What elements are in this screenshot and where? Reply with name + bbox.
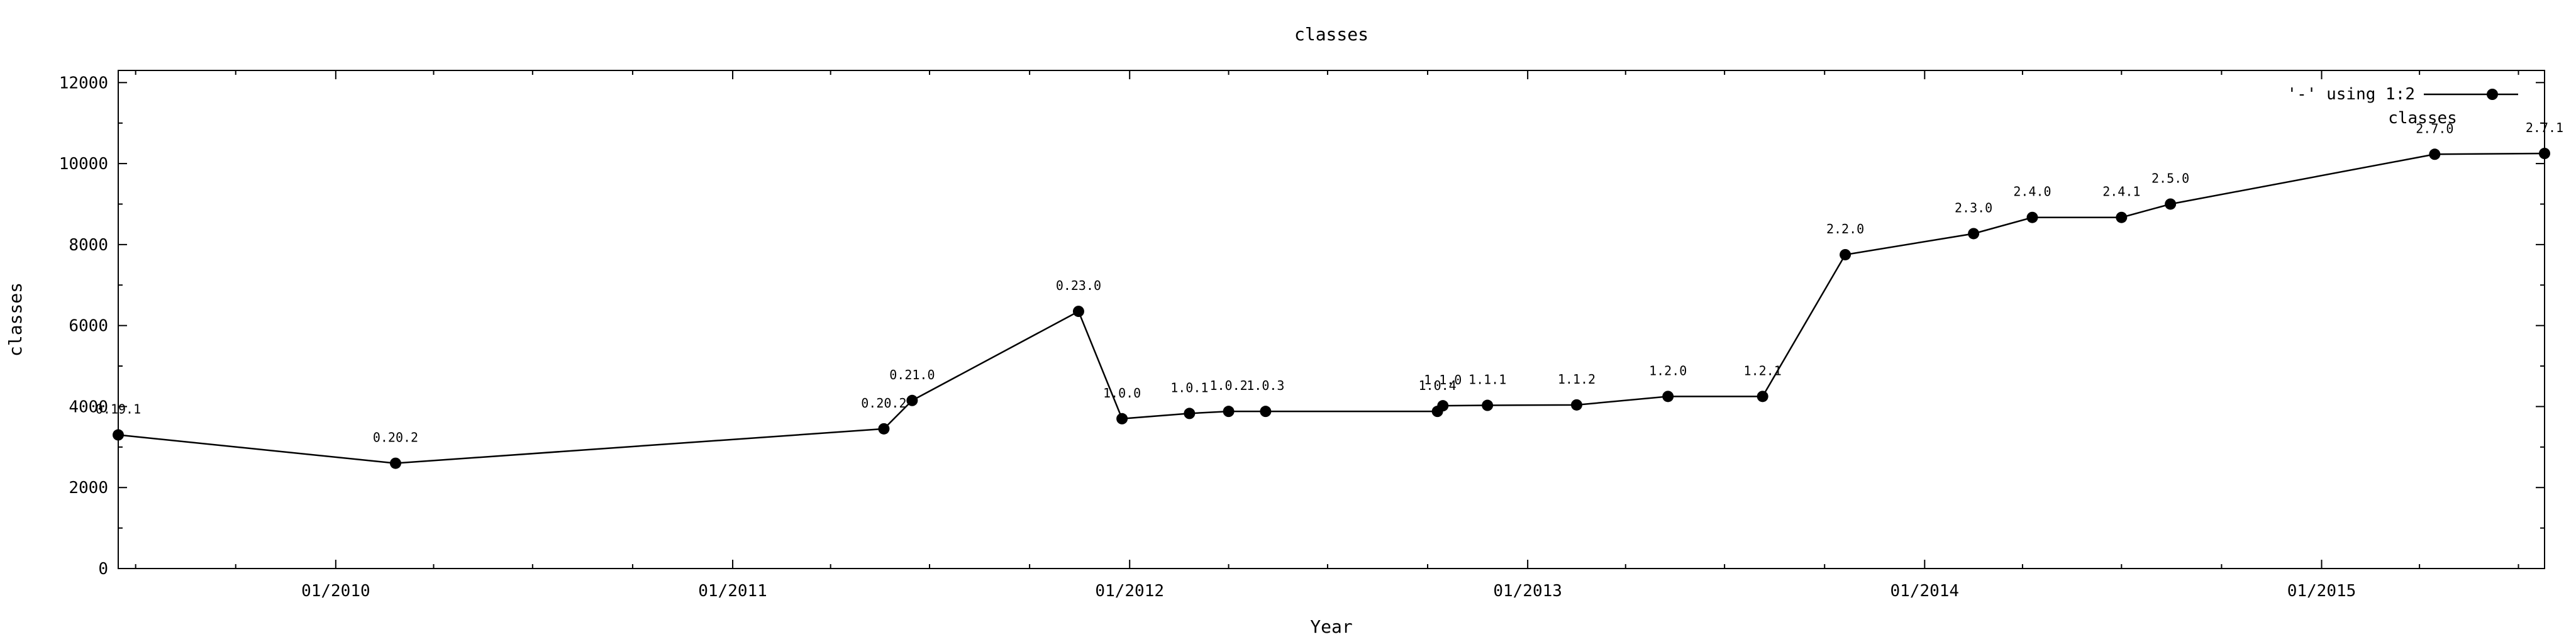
legend: '-' using 1:2 classes xyxy=(2287,85,2518,128)
x-tick-label: 01/2014 xyxy=(1890,582,1960,601)
data-point xyxy=(878,423,890,435)
data-point xyxy=(1482,399,1494,411)
data-label: 1.1.1 xyxy=(1468,372,1506,387)
legend-entry-label: '-' using 1:2 xyxy=(2287,85,2416,104)
data-label: 2.7.1 xyxy=(2526,120,2563,135)
y-tick-label: 6000 xyxy=(69,317,108,336)
data-point xyxy=(1570,399,1582,411)
y-axis-label: classes xyxy=(5,282,26,357)
plot-frame xyxy=(118,70,2545,569)
data-point xyxy=(2026,211,2038,223)
legend-point-sample xyxy=(2487,89,2498,100)
x-tick-label: 01/2015 xyxy=(2287,582,2357,601)
data-label: 2.5.0 xyxy=(2151,170,2189,186)
data-label: 2.4.0 xyxy=(2013,184,2051,199)
data-label: 0.19.1 xyxy=(96,402,141,417)
y-tick-label: 12000 xyxy=(59,74,108,92)
data-point xyxy=(2165,198,2177,210)
data-point xyxy=(2116,211,2128,223)
data-point xyxy=(389,457,401,469)
data-point xyxy=(1072,306,1084,318)
x-tick-label: 01/2011 xyxy=(698,582,767,601)
data-point xyxy=(1223,406,1235,418)
chart-title: classes xyxy=(1294,24,1368,45)
data-label: 1.2.1 xyxy=(1744,363,1782,378)
y-tick-label: 8000 xyxy=(69,236,108,255)
data-point xyxy=(1662,391,1674,402)
data-point xyxy=(906,394,918,406)
series-line xyxy=(118,152,2545,464)
data-label: 1.0.2 xyxy=(1209,378,1247,393)
data-point xyxy=(2539,148,2550,159)
data-point xyxy=(113,429,124,441)
data-point xyxy=(1437,400,1449,412)
data-label: 1.1.0 xyxy=(1424,372,1462,387)
x-axis-ticks: 01/2010 01/2011 01/2012 01/2013 01/2014 01/20… xyxy=(135,70,2519,601)
data-label: 0.20.2 xyxy=(373,430,418,445)
data-label: 1.0.1 xyxy=(1170,380,1208,395)
y-tick-label: 2000 xyxy=(69,479,108,497)
data-label: 2.3.0 xyxy=(1955,200,1992,215)
data-point xyxy=(1116,413,1128,425)
data-point xyxy=(1968,228,1980,240)
data-label: 1.0.0 xyxy=(1103,386,1141,401)
y-axis-ticks: 0 2000 4000 6000 8000 10000 12000 xyxy=(59,74,2545,579)
data-label: 1.1.2 xyxy=(1558,372,1596,387)
data-label: 0.21.0 xyxy=(889,367,935,382)
y-tick-label: 4000 xyxy=(69,397,108,416)
y-tick-label: 10000 xyxy=(59,155,108,174)
data-label: 2.7.0 xyxy=(2416,121,2453,136)
data-label: 1.0.3 xyxy=(1246,378,1284,393)
data-point xyxy=(1184,408,1196,419)
data-point xyxy=(1840,248,1852,260)
data-label: 1.2.0 xyxy=(1649,363,1687,378)
data-point xyxy=(1757,391,1768,402)
data-label: 0.20.2 xyxy=(861,396,906,411)
data-point xyxy=(1260,406,1272,418)
x-tick-label: 01/2013 xyxy=(1493,582,1562,601)
legend-caption: classes xyxy=(2388,109,2457,128)
x-axis-label: Year xyxy=(1310,616,1352,637)
data-label: 2.2.0 xyxy=(1826,221,1864,236)
data-point xyxy=(2429,148,2441,160)
data-label: 0.23.0 xyxy=(1056,278,1101,293)
x-tick-label: 01/2010 xyxy=(301,582,370,601)
y-tick-label: 0 xyxy=(98,560,108,579)
x-tick-label: 01/2012 xyxy=(1095,582,1164,601)
data-label: 1.0.4 xyxy=(1418,378,1456,393)
series-layer: 0.19.1 0.20.2 0.20.2 0.21.0 0.23.0 1.0.0 1.0.1… xyxy=(96,120,2563,469)
data-label: 2.4.1 xyxy=(2102,184,2140,199)
